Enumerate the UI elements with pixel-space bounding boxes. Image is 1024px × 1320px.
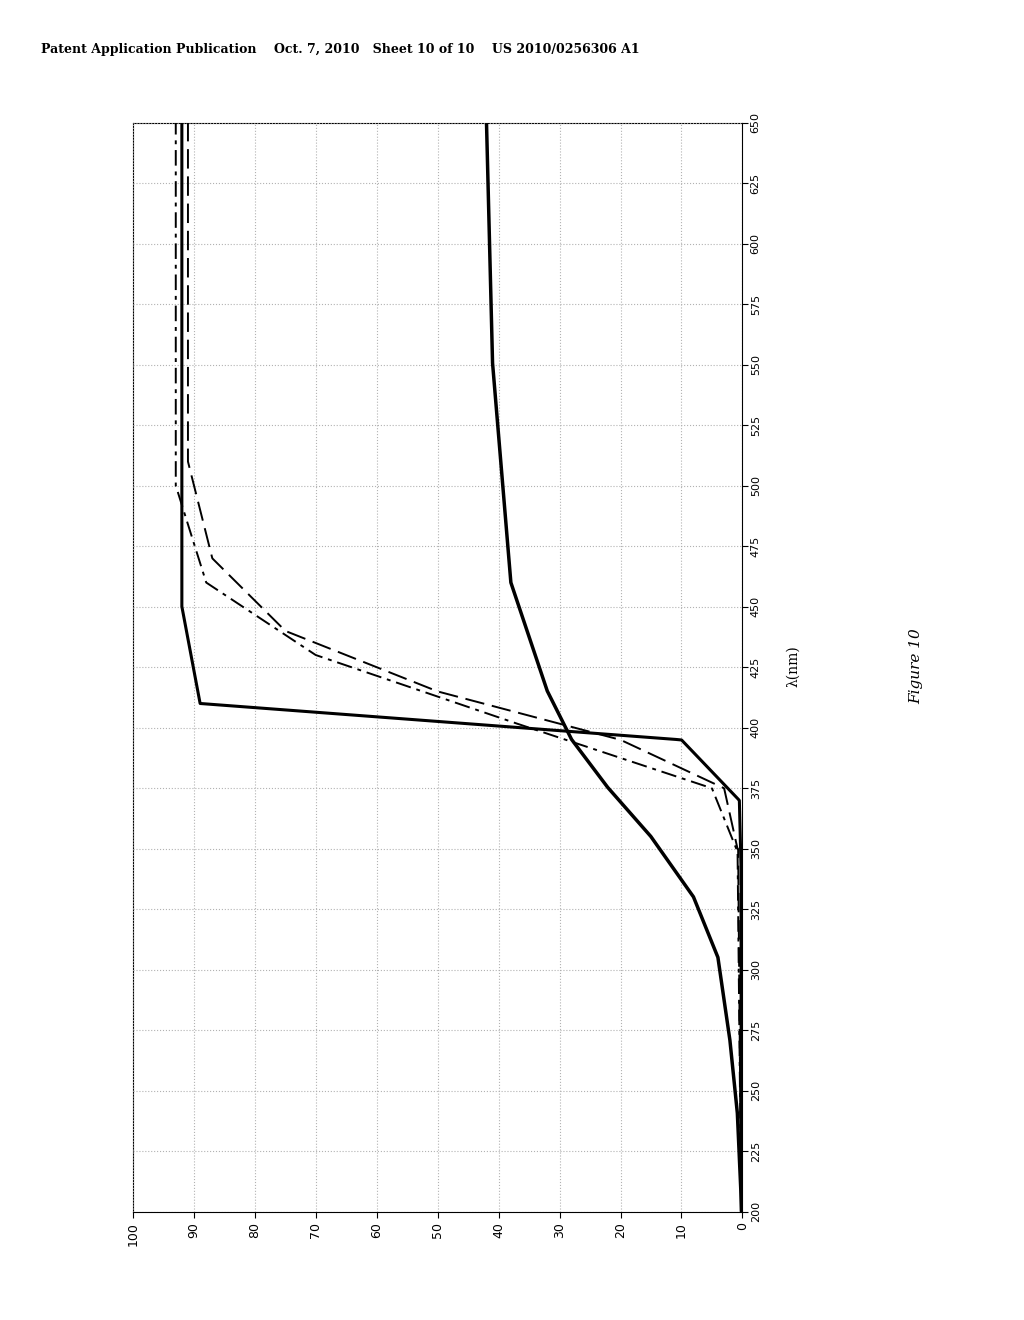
Text: Figure 10: Figure 10 [909,628,924,705]
Text: Patent Application Publication    Oct. 7, 2010   Sheet 10 of 10    US 2010/02563: Patent Application Publication Oct. 7, 2… [41,42,640,55]
Text: λ(nm): λ(nm) [786,645,801,688]
